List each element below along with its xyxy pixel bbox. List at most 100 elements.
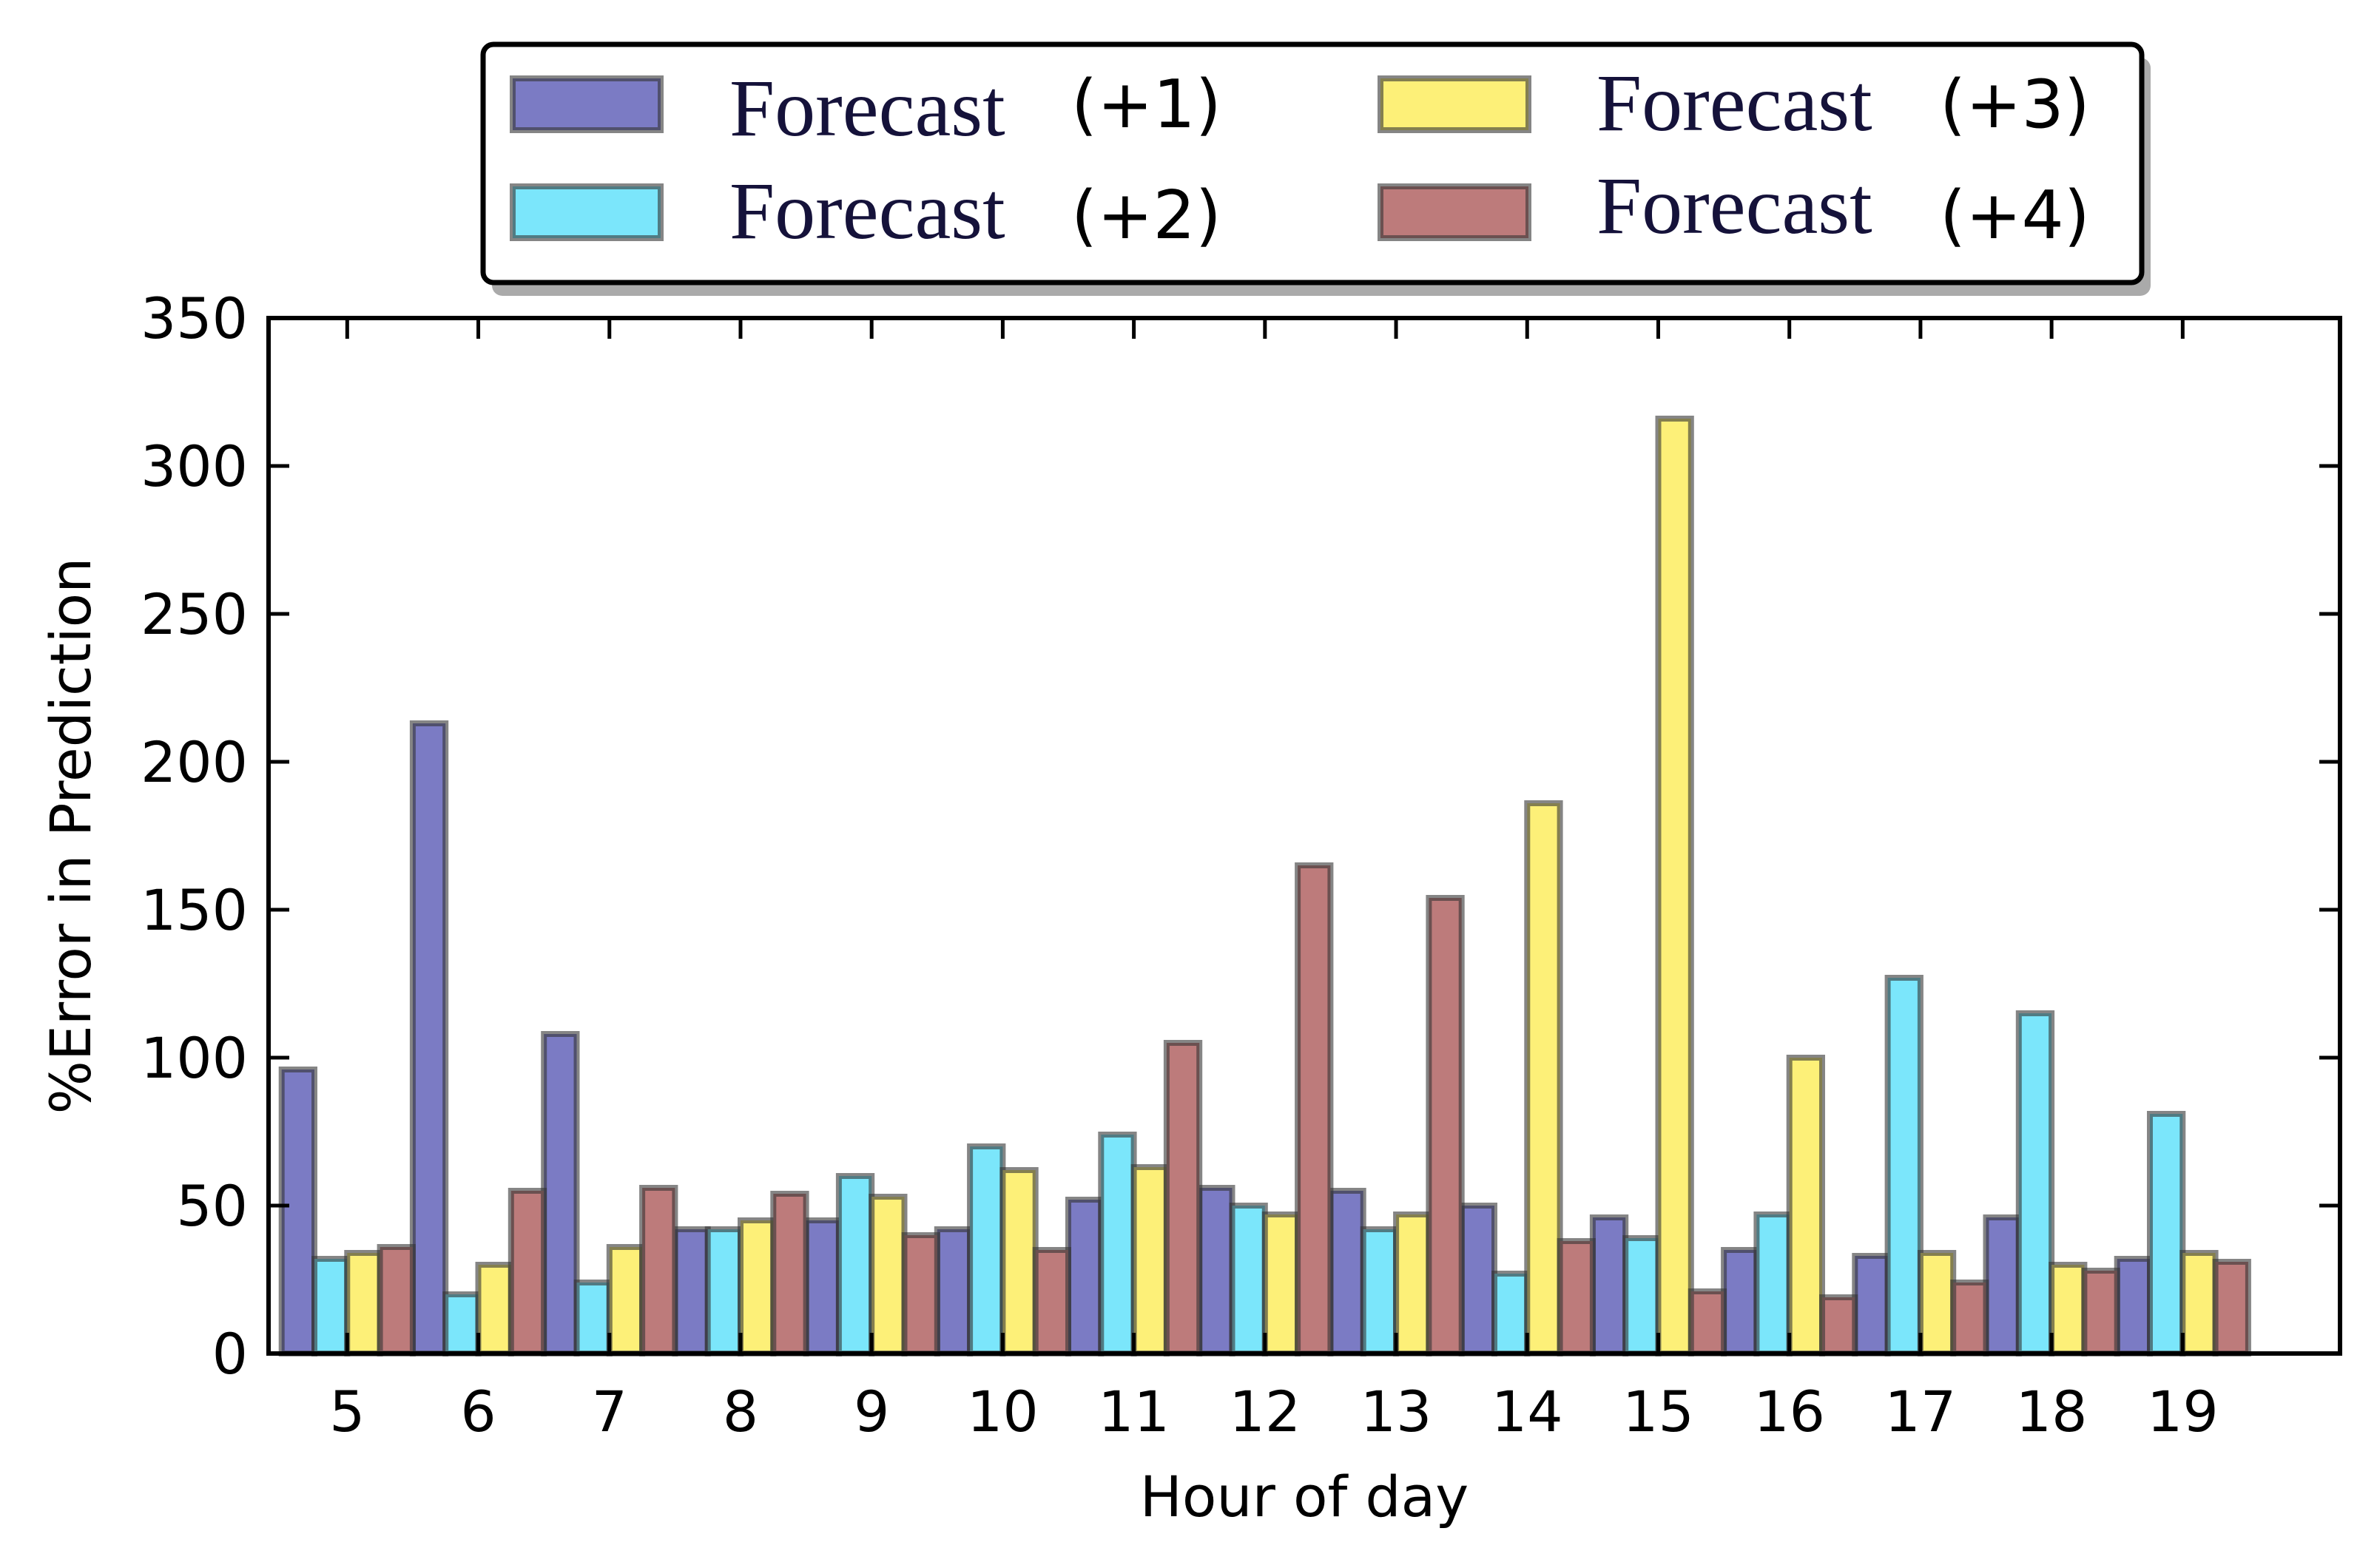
bar-forecast-4-hour-15: [1687, 1288, 1727, 1356]
x-tick-label: 5: [329, 1379, 365, 1444]
bar-forecast-2-hour-8: [704, 1226, 744, 1356]
x-tick-label: 11: [1098, 1379, 1170, 1444]
x-tick-label: 13: [1361, 1379, 1432, 1444]
plot-frame: [266, 316, 2342, 1356]
bar-forecast-1-hour-8: [672, 1226, 711, 1356]
bar-forecast-4-hour-14: [1557, 1238, 1596, 1356]
legend-word-forecast-4: Forecast: [1597, 160, 1872, 251]
bar-forecast-3-hour-11: [1130, 1164, 1170, 1356]
bar-forecast-3-hour-12: [1261, 1212, 1301, 1356]
x-tick-label: 18: [2016, 1379, 2088, 1444]
bar-forecast-4-hour-11: [1163, 1040, 1203, 1356]
bar-forecast-4-hour-8: [770, 1191, 809, 1356]
bar-forecast-3-hour-7: [606, 1244, 646, 1356]
bar-forecast-1-hour-10: [934, 1226, 974, 1356]
x-tick-label: 17: [1885, 1379, 1957, 1444]
x-tick-label: 9: [854, 1379, 889, 1444]
x-tick-label: 16: [1753, 1379, 1825, 1444]
bar-forecast-4-hour-17: [1950, 1280, 1989, 1356]
y-tick-label: 100: [141, 1025, 248, 1091]
bar-forecast-2-hour-6: [442, 1291, 482, 1356]
bar-forecast-1-hour-17: [1852, 1253, 1891, 1356]
bar-forecast-4-hour-19: [2212, 1259, 2251, 1356]
bar-forecast-2-hour-9: [835, 1173, 875, 1356]
bar-forecast-4-hour-18: [2081, 1268, 2120, 1356]
bar-forecast-3-hour-8: [738, 1217, 777, 1356]
x-tick-label: 7: [592, 1379, 627, 1444]
bar-forecast-2-hour-7: [573, 1280, 613, 1356]
bar-forecast-4-hour-16: [1819, 1294, 1858, 1356]
legend-suffix-forecast-1: (+1): [1071, 66, 1221, 143]
bar-forecast-4-hour-6: [508, 1188, 547, 1356]
bar-forecast-2-hour-10: [967, 1143, 1006, 1356]
bar-forecast-1-hour-19: [2114, 1256, 2153, 1356]
ticks: [269, 316, 2340, 1356]
legend-word-forecast-3: Forecast: [1597, 58, 1872, 148]
bar-forecast-2-hour-15: [1622, 1235, 1662, 1356]
bar-forecast-1-hour-16: [1721, 1247, 1760, 1356]
bar-forecast-1-hour-15: [1589, 1214, 1629, 1356]
y-tick-label: 50: [176, 1173, 248, 1239]
bar-forecast-3-hour-16: [1786, 1055, 1825, 1356]
y-axis-title: %Error in Prediction: [38, 558, 104, 1115]
x-tick-label: 14: [1491, 1379, 1563, 1444]
bar-forecast-4-hour-9: [901, 1232, 940, 1356]
x-tick-label: 15: [1622, 1379, 1694, 1444]
bar-forecast-2-hour-14: [1491, 1271, 1531, 1356]
bar-forecast-4-hour-5: [377, 1244, 416, 1356]
y-tick-label: 250: [141, 581, 248, 647]
x-tick-label: 19: [2147, 1379, 2219, 1444]
legend-swatch-forecast-3: [1378, 75, 1531, 133]
bar-forecast-2-hour-13: [1360, 1226, 1399, 1356]
bar-forecast-2-hour-11: [1098, 1132, 1137, 1356]
x-axis-title: Hour of day: [1140, 1464, 1469, 1530]
bar-forecast-4-hour-7: [639, 1185, 678, 1356]
y-tick-label: 300: [141, 433, 248, 499]
x-tick-label: 12: [1229, 1379, 1301, 1444]
bar-forecast-4-hour-13: [1426, 895, 1465, 1356]
bar-forecast-1-hour-12: [1196, 1185, 1235, 1356]
bar-forecast-3-hour-15: [1655, 416, 1694, 1356]
bar-forecast-2-hour-16: [1753, 1212, 1793, 1356]
x-tick-labels: 5 6 7 8 9 10 11 12 13 14 15 16 17 18 19: [329, 1379, 2219, 1444]
legend-word-forecast-2: Forecast: [729, 166, 1005, 256]
bar-forecast-4-hour-10: [1032, 1247, 1071, 1356]
y-tick-label: 0: [212, 1321, 248, 1387]
bar-forecast-1-hour-5: [278, 1067, 318, 1356]
legend-box: [480, 41, 2145, 285]
bar-forecast-1-hour-9: [803, 1217, 842, 1356]
legend-swatch-forecast-4: [1378, 183, 1531, 241]
bar-forecast-1-hour-11: [1065, 1197, 1105, 1356]
bar-forecast-3-hour-5: [344, 1250, 383, 1356]
bar-forecast-3-hour-13: [1393, 1212, 1432, 1356]
bar-forecast-3-hour-14: [1524, 800, 1563, 1356]
bar-forecast-1-hour-6: [409, 720, 449, 1356]
bar-forecast-3-hour-10: [999, 1167, 1039, 1356]
bar-forecast-1-hour-18: [1983, 1214, 2022, 1356]
bar-forecast-3-hour-19: [2179, 1250, 2219, 1356]
y-tick-label: 150: [141, 877, 248, 943]
y-tick-label: 200: [141, 729, 248, 795]
x-tick-label: 8: [723, 1379, 758, 1444]
legend-suffix-forecast-3: (+3): [1940, 66, 2090, 143]
bar-forecast-2-hour-12: [1229, 1203, 1268, 1356]
legend-suffix-forecast-4: (+4): [1940, 177, 2090, 254]
y-tick-labels: 0 50 100 150 200 250 300 350: [141, 285, 248, 1387]
bar-forecast-4-hour-12: [1295, 862, 1334, 1356]
bar-forecast-2-hour-19: [2147, 1111, 2186, 1356]
legend-word-forecast-1: Forecast: [729, 63, 1005, 153]
bars: [278, 416, 2251, 1356]
bar-forecast-3-hour-9: [869, 1194, 908, 1356]
bar-forecast-2-hour-5: [311, 1256, 351, 1356]
bar-forecast-3-hour-18: [2049, 1262, 2088, 1356]
bar-forecast-3-hour-17: [1917, 1250, 1957, 1356]
legend-swatch-forecast-2: [510, 183, 664, 241]
y-tick-label: 350: [141, 285, 248, 351]
legend-suffix-forecast-2: (+2): [1071, 177, 1221, 254]
legend-swatch-forecast-1: [510, 75, 664, 133]
bar-forecast-1-hour-7: [541, 1031, 580, 1356]
bar-forecast-1-hour-13: [1327, 1188, 1366, 1356]
bar-forecast-3-hour-6: [475, 1262, 514, 1356]
x-tick-label: 10: [967, 1379, 1039, 1444]
